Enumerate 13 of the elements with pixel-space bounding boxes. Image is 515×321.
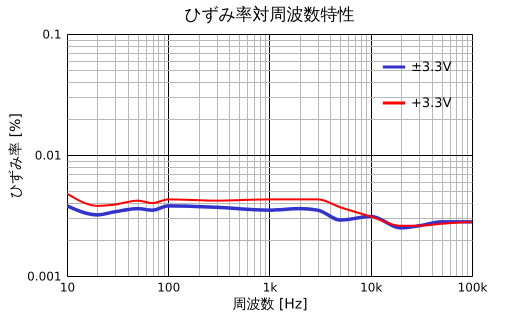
- y-tick-label: 0.01: [34, 148, 62, 162]
- legend-label: ±3.3V: [411, 60, 452, 75]
- chart-title: ひずみ率対周波数特性: [184, 5, 354, 25]
- x-tick-label: 1k: [262, 280, 278, 294]
- x-tick-label: 100: [157, 280, 180, 294]
- y-tick-label: 0.1: [42, 28, 62, 42]
- x-axis-title: 周波数 [Hz]: [232, 296, 308, 312]
- y-axis-title: ひずみ率 [%]: [8, 113, 24, 198]
- x-tick-label: 10: [60, 280, 76, 294]
- y-tick-label: 0.001: [27, 270, 62, 284]
- legend-label: +3.3V: [411, 96, 452, 111]
- x-tick-label: 10k: [360, 280, 382, 294]
- x-tick-label: 100k: [458, 280, 488, 294]
